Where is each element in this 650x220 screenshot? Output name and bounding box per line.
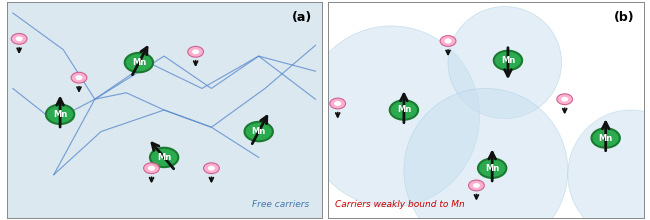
Text: Mn: Mn [157, 153, 171, 162]
Circle shape [330, 98, 346, 109]
Circle shape [473, 183, 480, 188]
Circle shape [125, 53, 153, 72]
Text: Carriers weakly bound to Mn: Carriers weakly bound to Mn [335, 200, 464, 209]
Circle shape [440, 36, 456, 46]
Circle shape [208, 166, 215, 171]
Circle shape [334, 101, 341, 106]
Circle shape [244, 122, 273, 141]
Circle shape [75, 75, 83, 80]
Text: Mn: Mn [53, 110, 67, 119]
Circle shape [494, 51, 522, 70]
Text: (b): (b) [614, 11, 634, 24]
Circle shape [144, 163, 159, 174]
Text: Mn: Mn [396, 106, 411, 114]
Circle shape [46, 104, 74, 124]
Circle shape [478, 158, 506, 178]
Text: Mn: Mn [132, 58, 146, 67]
Text: Mn: Mn [252, 127, 266, 136]
Ellipse shape [448, 7, 562, 119]
Circle shape [188, 46, 203, 57]
Circle shape [469, 180, 484, 191]
Circle shape [150, 148, 178, 167]
Circle shape [148, 166, 155, 171]
Ellipse shape [404, 88, 568, 220]
Circle shape [16, 37, 23, 41]
Text: Free carriers: Free carriers [252, 200, 309, 209]
Ellipse shape [568, 110, 650, 220]
Circle shape [557, 94, 573, 104]
Text: Mn: Mn [485, 164, 499, 173]
Circle shape [390, 100, 418, 120]
Circle shape [592, 128, 620, 148]
Text: Mn: Mn [599, 134, 613, 143]
Circle shape [192, 49, 199, 54]
Text: (a): (a) [292, 11, 312, 24]
Circle shape [11, 33, 27, 44]
Circle shape [71, 72, 87, 83]
Text: Mn: Mn [500, 56, 515, 65]
Circle shape [203, 163, 219, 174]
Circle shape [561, 97, 568, 102]
Ellipse shape [303, 26, 480, 207]
Circle shape [445, 38, 452, 43]
